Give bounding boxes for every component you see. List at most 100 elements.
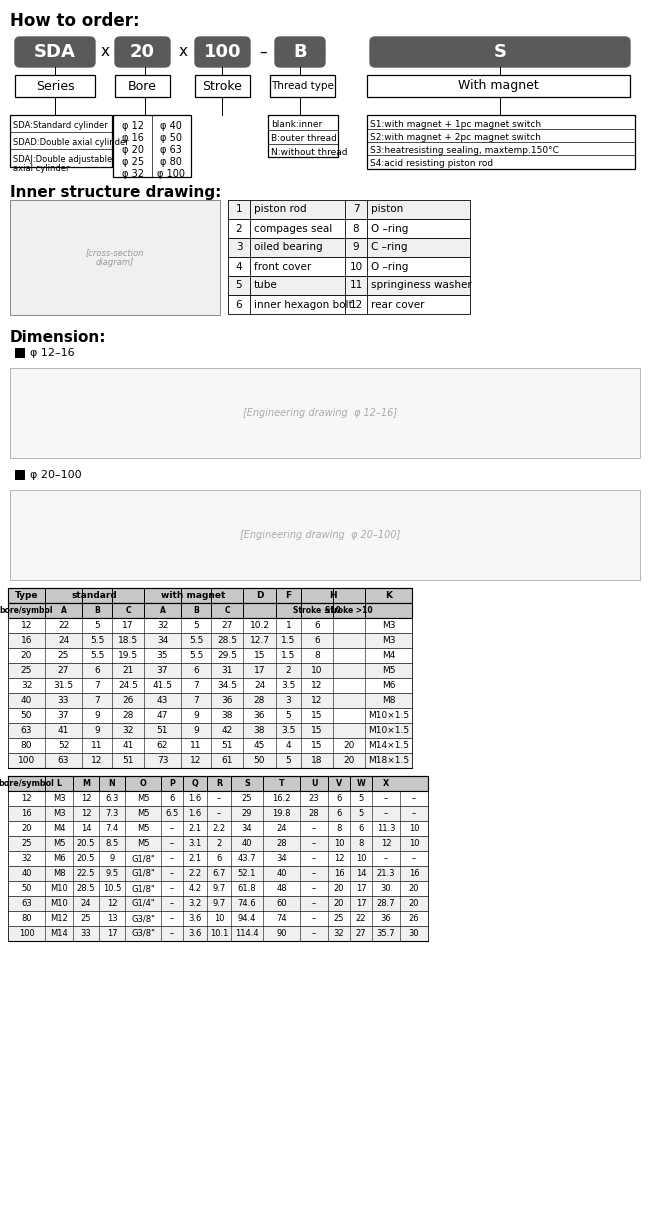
Text: 1.6: 1.6 (188, 794, 202, 803)
Text: B:outer thread: B:outer thread (271, 134, 337, 143)
Text: 16: 16 (21, 809, 32, 818)
Text: M3: M3 (382, 621, 395, 631)
Text: 9: 9 (94, 711, 100, 720)
Text: 12: 12 (350, 299, 363, 309)
Bar (228, 200, 470, 219)
Text: 25: 25 (21, 840, 32, 848)
Bar (8, 807, 428, 821)
Text: 1.6: 1.6 (188, 809, 202, 818)
Text: 3: 3 (285, 697, 291, 705)
Text: 18.5: 18.5 (118, 635, 138, 645)
Text: 7: 7 (353, 204, 359, 215)
Bar (8, 851, 428, 866)
Text: K: K (385, 591, 392, 600)
Text: 40: 40 (242, 840, 252, 848)
Text: 12: 12 (81, 809, 91, 818)
Text: –: – (170, 899, 174, 908)
Text: 18: 18 (311, 756, 323, 765)
Text: 24: 24 (58, 635, 69, 645)
Text: 36: 36 (221, 697, 233, 705)
Text: O: O (140, 778, 146, 788)
Bar (8, 602, 412, 618)
Text: G1/8": G1/8" (131, 884, 155, 893)
Text: 12: 12 (81, 794, 91, 803)
Text: 6: 6 (94, 666, 100, 675)
Text: –: – (217, 794, 221, 803)
Bar (8, 836, 428, 851)
Bar (268, 115, 338, 156)
Text: 11.3: 11.3 (377, 824, 395, 833)
Text: Inner structure drawing:: Inner structure drawing: (10, 185, 222, 200)
Text: φ 40: φ 40 (160, 121, 182, 131)
Text: 33: 33 (58, 697, 70, 705)
Bar (8, 776, 428, 791)
Bar (367, 75, 630, 97)
Text: blank:inner: blank:inner (271, 120, 322, 130)
Text: tube: tube (254, 281, 278, 291)
Text: M14×1.5: M14×1.5 (368, 741, 409, 750)
Text: 43.7: 43.7 (238, 854, 256, 863)
Text: O –ring: O –ring (371, 224, 408, 233)
Text: 9: 9 (94, 726, 100, 734)
Text: 5: 5 (285, 756, 291, 765)
Text: 12: 12 (333, 854, 344, 863)
Text: 14: 14 (81, 824, 91, 833)
Text: 14: 14 (356, 869, 366, 877)
Text: 6: 6 (169, 794, 175, 803)
Text: W: W (357, 778, 365, 788)
Text: –: – (384, 854, 388, 863)
Text: 48: 48 (276, 884, 287, 893)
Text: M10: M10 (50, 884, 68, 893)
Text: bore/symbol: bore/symbol (0, 778, 55, 788)
Text: T: T (279, 778, 284, 788)
Text: 27: 27 (58, 666, 69, 675)
Text: standard: standard (72, 591, 118, 600)
Text: M3: M3 (382, 635, 395, 645)
Bar (195, 75, 250, 97)
Bar (8, 648, 412, 664)
Text: B: B (293, 43, 307, 61)
Text: φ 80: φ 80 (160, 156, 182, 167)
Text: 40: 40 (21, 869, 32, 877)
Text: 38: 38 (254, 726, 265, 734)
Text: How to order:: How to order: (10, 12, 140, 31)
Text: 12: 12 (107, 899, 117, 908)
Text: 2: 2 (236, 224, 242, 233)
Text: 6: 6 (358, 824, 364, 833)
Text: 27: 27 (356, 929, 367, 938)
Text: S1:with magnet + 1pc magnet switch: S1:with magnet + 1pc magnet switch (370, 120, 541, 130)
Text: M8: M8 (382, 697, 395, 705)
Text: φ 63: φ 63 (160, 145, 182, 155)
Text: V: V (336, 778, 342, 788)
Text: –: – (312, 854, 316, 863)
Bar (8, 723, 412, 738)
Text: 27: 27 (221, 621, 233, 631)
Text: M8: M8 (53, 869, 65, 877)
Text: 2.2: 2.2 (213, 824, 226, 833)
Text: [Engineering drawing  φ 20–100]: [Engineering drawing φ 20–100] (240, 530, 400, 540)
Text: Thread type: Thread type (271, 81, 334, 90)
Text: M: M (82, 778, 90, 788)
Text: 34.5: 34.5 (217, 681, 237, 690)
Text: 29: 29 (242, 809, 252, 818)
Text: 17: 17 (107, 929, 117, 938)
Text: inner hexagon bolt: inner hexagon bolt (254, 299, 352, 309)
Text: 63: 63 (58, 756, 70, 765)
Text: φ 100: φ 100 (157, 169, 185, 178)
Bar (8, 664, 412, 678)
Text: 15: 15 (254, 651, 265, 660)
Bar (367, 115, 635, 169)
Text: 9.7: 9.7 (213, 884, 226, 893)
Text: –: – (259, 44, 266, 60)
Text: –: – (170, 854, 174, 863)
Text: Type: Type (15, 591, 38, 600)
Text: 28: 28 (309, 809, 319, 818)
Text: 8: 8 (358, 840, 364, 848)
Text: –: – (412, 809, 416, 818)
Text: 6: 6 (314, 621, 320, 631)
Text: A: A (60, 606, 66, 615)
Text: M10×1.5: M10×1.5 (368, 726, 409, 734)
Text: 5: 5 (358, 794, 363, 803)
Text: P: P (169, 778, 175, 788)
Text: 7: 7 (94, 681, 100, 690)
